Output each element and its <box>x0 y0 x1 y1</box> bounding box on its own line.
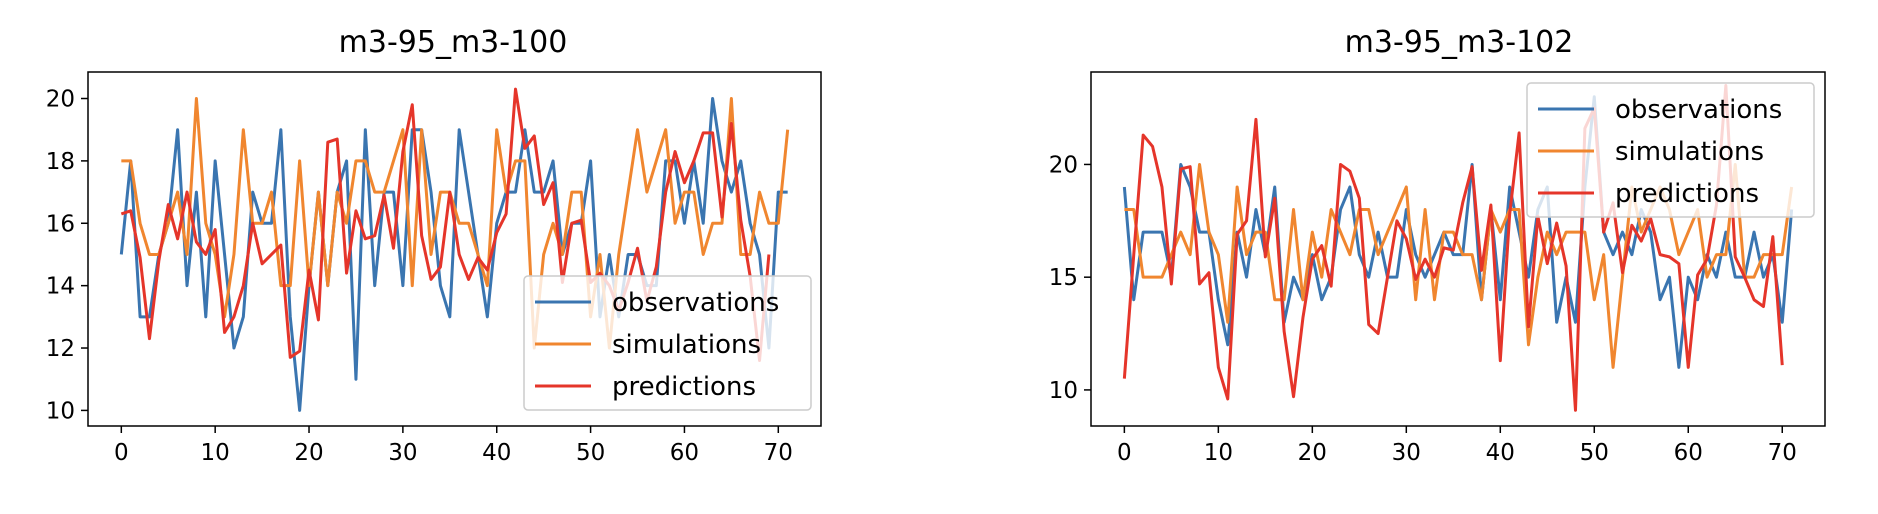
chart-panel-left: m3-95_m3-100 0 10 20 30 40 50 60 70 10 12 14 16 18 2… <box>46 25 822 466</box>
x-tick-label: 60 <box>1674 440 1703 466</box>
series-line-predictions <box>1122 84 1784 412</box>
x-tick-label: 30 <box>388 440 417 466</box>
x-tick-label: 40 <box>1486 440 1515 466</box>
y-tick-label: 18 <box>46 149 75 175</box>
x-tick-label: 0 <box>1117 440 1132 466</box>
x-tick-label: 30 <box>1392 440 1421 466</box>
legend-label: simulations <box>1615 137 1764 167</box>
y-tick-label: 10 <box>1049 378 1078 404</box>
legend-label: predictions <box>1615 179 1759 209</box>
legend: observations simulations predictions <box>1526 82 1815 218</box>
x-tick-label: 50 <box>1580 440 1609 466</box>
series-lines <box>1122 84 1794 412</box>
y-tick-label: 16 <box>46 211 75 237</box>
legend-label: observations <box>1615 95 1782 125</box>
x-tick-label: 10 <box>201 440 230 466</box>
legend: observations simulations predictions <box>523 275 812 411</box>
chart-title: m3-95_m3-100 <box>339 25 568 60</box>
y-axis: 10 15 20 <box>1049 152 1091 404</box>
y-tick-label: 14 <box>46 274 75 300</box>
x-tick-label: 20 <box>294 440 323 466</box>
series-line-simulations <box>1124 162 1794 369</box>
y-tick-label: 20 <box>1049 152 1078 178</box>
x-tick-label: 70 <box>764 440 793 466</box>
legend-label: simulations <box>612 330 761 360</box>
series-lines <box>119 87 790 412</box>
y-tick-label: 12 <box>46 336 75 362</box>
legend-label: predictions <box>612 372 756 402</box>
y-tick-label: 20 <box>46 87 75 113</box>
x-tick-label: 40 <box>482 440 511 466</box>
x-tick-label: 60 <box>670 440 699 466</box>
x-tick-label: 50 <box>576 440 605 466</box>
x-tick-label: 10 <box>1204 440 1233 466</box>
chart-title: m3-95_m3-102 <box>1345 25 1574 60</box>
series-line-simulations <box>121 97 790 350</box>
plot-frame <box>87 71 822 427</box>
x-tick-label: 20 <box>1298 440 1327 466</box>
y-axis: 10 12 14 16 18 20 <box>46 87 88 424</box>
legend-label: observations <box>612 288 779 318</box>
y-tick-label: 10 <box>46 398 75 424</box>
legend-box <box>1526 82 1815 218</box>
y-tick-label: 15 <box>1049 265 1078 291</box>
x-tick-label: 0 <box>114 440 129 466</box>
chart-panel-right: m3-95_m3-102 0 10 20 30 40 50 60 70 10 15 20 obse… <box>1049 25 1826 466</box>
legend-box <box>523 275 812 411</box>
x-axis: 0 10 20 30 40 50 60 70 <box>1117 426 1797 466</box>
x-axis: 0 10 20 30 40 50 60 70 <box>114 426 793 466</box>
series-line-predictions <box>120 87 771 362</box>
x-tick-label: 70 <box>1768 440 1797 466</box>
plot-frame <box>1090 71 1826 427</box>
